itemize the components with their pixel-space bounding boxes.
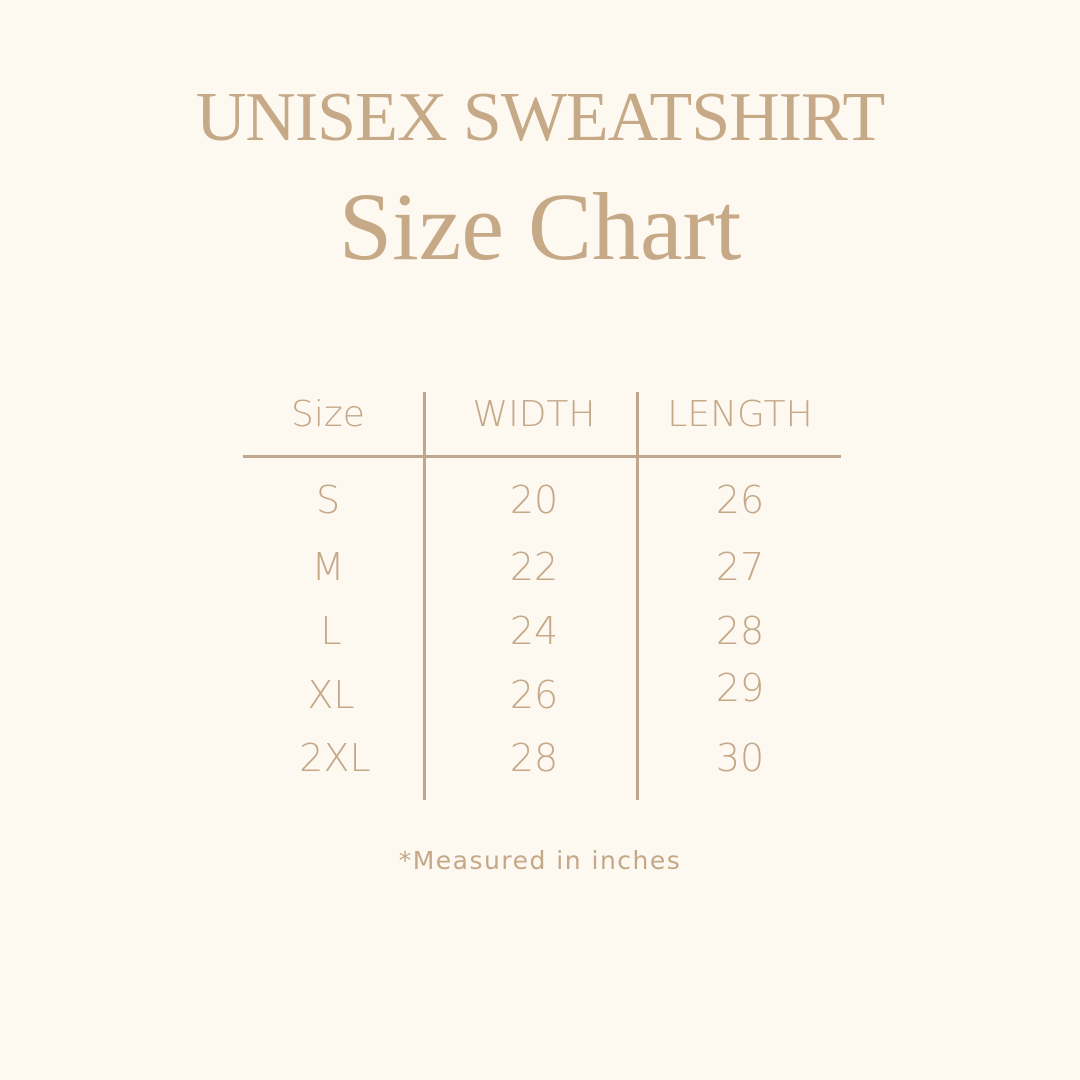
length-cell: 27 [715, 545, 765, 589]
length-cell: 29 [715, 666, 765, 710]
size-cell: 2XL [299, 736, 371, 780]
length-cell: 28 [715, 609, 765, 653]
column-divider [636, 392, 639, 800]
size-cell: M [311, 545, 345, 589]
size-cell: L [320, 609, 342, 653]
column-divider [423, 392, 426, 800]
length-cell: 26 [715, 478, 765, 522]
width-cell: 28 [509, 736, 559, 780]
column-header-length: LENGTH [667, 394, 813, 435]
footnote: *Measured in inches [398, 846, 682, 875]
column-header-size: Size [291, 394, 365, 435]
width-cell: 22 [509, 545, 559, 589]
length-cell: 30 [715, 736, 765, 780]
page-subtitle: Size Chart [338, 173, 742, 280]
page-title: UNISEX SWEATSHIRT [195, 79, 886, 156]
column-header-width: WIDTH [472, 394, 596, 435]
width-cell: 24 [509, 609, 559, 653]
header-divider [243, 455, 841, 458]
size-cell: XL [307, 673, 355, 717]
width-cell: 20 [509, 478, 559, 522]
size-cell: S [315, 478, 341, 522]
width-cell: 26 [509, 673, 559, 717]
